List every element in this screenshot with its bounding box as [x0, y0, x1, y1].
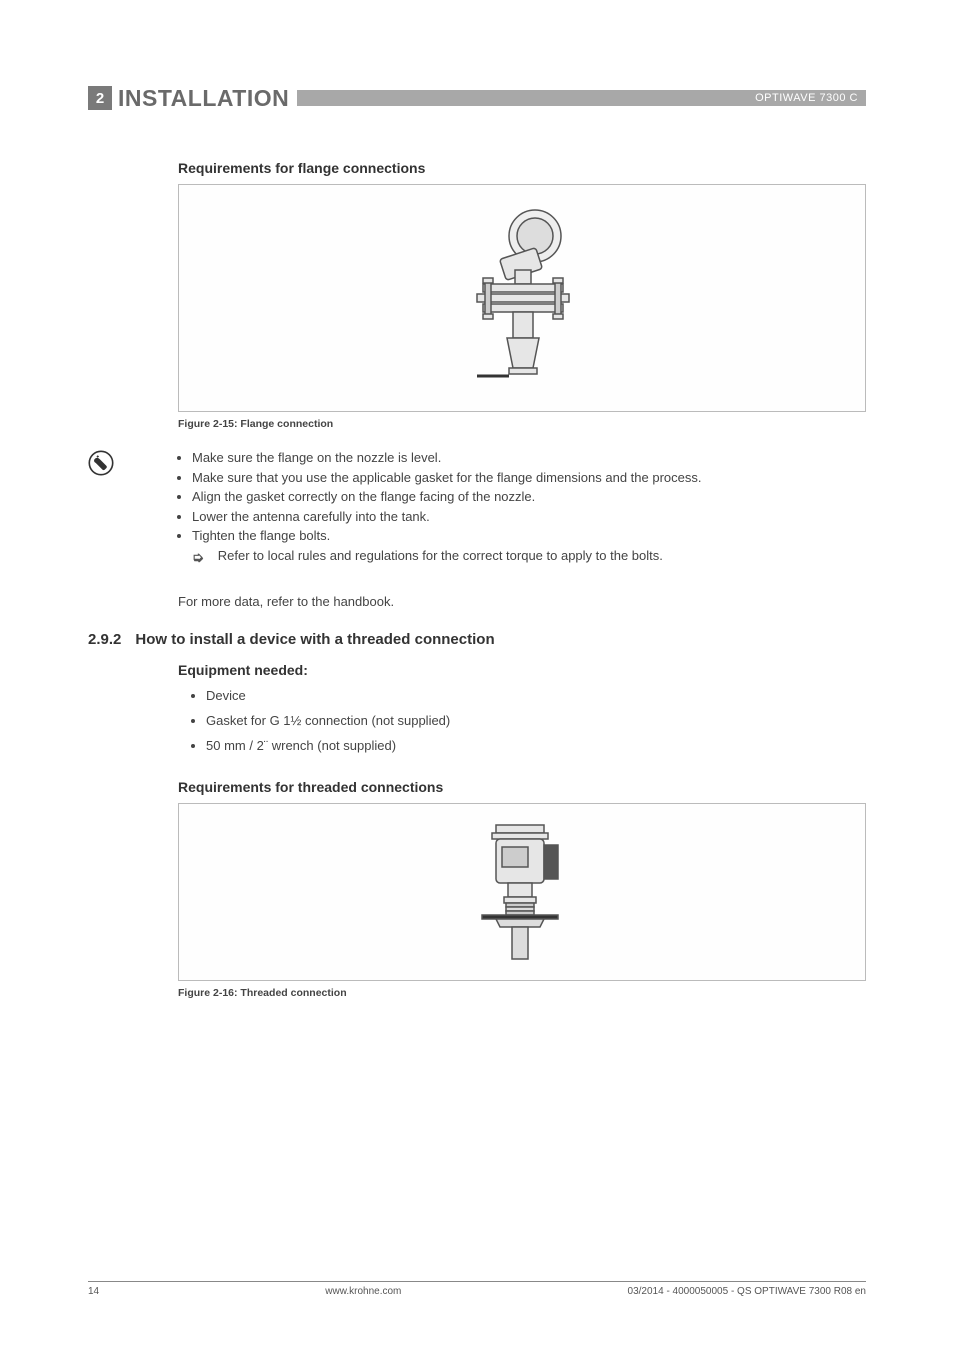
product-name: OPTIWAVE 7300 C — [755, 92, 858, 104]
section-heading-row: 2.9.2 How to install a device with a thr… — [88, 631, 866, 648]
equipment-list: Device Gasket for G 1½ connection (not s… — [192, 688, 866, 753]
list-item: Make sure that you use the applicable ga… — [192, 468, 701, 488]
chapter-title: INSTALLATION — [118, 85, 289, 112]
more-data-note: For more data, refer to the handbook. — [178, 594, 866, 609]
equipment-heading: Equipment needed: — [178, 662, 866, 678]
header-rule: OPTIWAVE 7300 C — [297, 90, 866, 106]
list-item: Make sure the flange on the nozzle is le… — [192, 448, 701, 468]
page-content: Requirements for flange connections — [88, 160, 866, 1017]
chapter-number: 2 — [96, 90, 104, 107]
footer-docref: 03/2014 - 4000050005 - QS OPTIWAVE 7300 … — [628, 1286, 866, 1297]
flange-heading: Requirements for flange connections — [178, 160, 866, 176]
page-footer: 14 www.krohne.com 03/2014 - 4000050005 -… — [88, 1281, 866, 1297]
threaded-device-illustration — [462, 817, 582, 967]
result-arrow-icon: ➭ — [192, 547, 204, 568]
figure-threaded-caption: Figure 2-16: Threaded connection — [178, 987, 866, 999]
list-item: Device — [206, 688, 866, 703]
threaded-heading: Requirements for threaded connections — [178, 779, 866, 795]
flange-steps-list: Make sure the flange on the nozzle is le… — [178, 448, 701, 568]
list-item: Gasket for G 1½ connection (not supplied… — [206, 713, 866, 728]
footer-url: www.krohne.com — [325, 1286, 401, 1297]
figure-flange-caption: Figure 2-15: Flange connection — [178, 418, 866, 430]
list-item: Tighten the flange bolts. — [192, 526, 701, 546]
page-header: 2 INSTALLATION OPTIWAVE 7300 C — [88, 84, 866, 112]
result-text: Refer to local rules and regulations for… — [218, 546, 663, 566]
list-item: 50 mm / 2¨ wrench (not supplied) — [206, 738, 866, 753]
procedure-icon — [88, 450, 114, 476]
figure-threaded — [178, 803, 866, 981]
section-title: How to install a device with a threaded … — [135, 631, 494, 648]
instruction-block: Make sure the flange on the nozzle is le… — [88, 448, 866, 568]
result-line: ➭ Refer to local rules and regulations f… — [192, 546, 701, 568]
chapter-number-box: 2 — [88, 86, 112, 110]
section-number: 2.9.2 — [88, 631, 121, 648]
list-item: Lower the antenna carefully into the tan… — [192, 507, 701, 527]
flange-device-illustration — [447, 198, 597, 398]
page-number: 14 — [88, 1286, 99, 1297]
figure-flange — [178, 184, 866, 412]
list-item: Align the gasket correctly on the flange… — [192, 487, 701, 507]
